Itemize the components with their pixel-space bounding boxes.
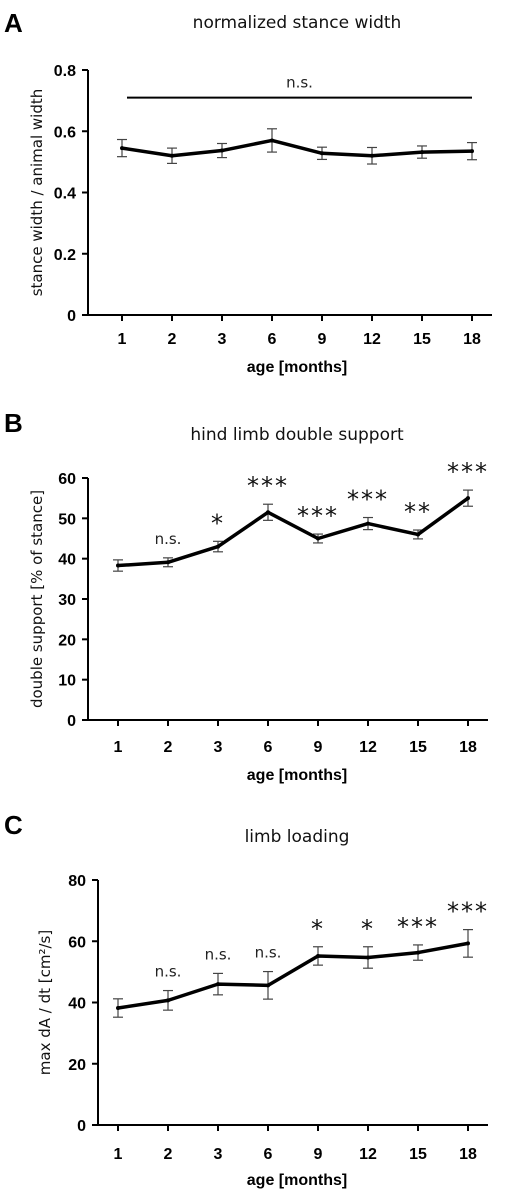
x-axis-label: age [months] [247, 767, 347, 784]
data-point [416, 532, 420, 537]
data-point [116, 1006, 120, 1011]
x-tick-label: 1 [114, 1146, 123, 1163]
x-tick-label: 15 [409, 739, 427, 756]
y-axis-label: max dA / dt [cm²/s] [36, 930, 54, 1075]
y-axis-label: stance width / animal width [28, 89, 46, 297]
significance-label: *** [447, 458, 489, 486]
data-point [420, 150, 424, 155]
series-line [121, 138, 473, 158]
y-tick-label: 60 [68, 934, 86, 951]
data-point [166, 998, 170, 1003]
panel-letter: B [4, 408, 23, 438]
y-tick-label: 0.6 [54, 124, 76, 141]
significance-label: *** [447, 898, 489, 926]
significance-label: * [211, 509, 225, 537]
y-tick-label: 10 [58, 673, 76, 690]
data-point [270, 138, 274, 143]
x-tick-label: 2 [164, 739, 173, 756]
y-tick-label: 0.2 [54, 247, 76, 264]
significance-label: n.s. [255, 944, 282, 962]
chart-title: limb loading [245, 827, 350, 847]
x-tick-label: 15 [409, 1146, 427, 1163]
y-tick-label: 0 [77, 1118, 86, 1135]
y-axis-label: double support [% of stance] [28, 490, 46, 708]
x-tick-label: 12 [359, 1146, 377, 1163]
series-line [117, 941, 469, 1010]
data-point [470, 149, 474, 154]
x-tick-label: 12 [359, 739, 377, 756]
x-tick-label: 1 [114, 739, 123, 756]
data-point [466, 496, 470, 501]
x-tick-label: 3 [214, 1146, 223, 1163]
data-point [320, 151, 324, 156]
significance-label: n.s. [155, 530, 182, 548]
x-tick-label: 12 [363, 331, 381, 348]
x-tick-label: 2 [168, 331, 177, 348]
y-tick-label: 0.4 [54, 186, 76, 203]
data-point [366, 521, 370, 526]
significance-label: *** [397, 913, 439, 941]
significance-label: *** [347, 486, 389, 514]
y-tick-label: 0 [67, 713, 76, 730]
data-point [370, 153, 374, 158]
x-tick-label: 6 [268, 331, 277, 348]
x-tick-label: 9 [314, 739, 323, 756]
data-point [166, 560, 170, 565]
x-tick-label: 9 [314, 1146, 323, 1163]
y-tick-label: 50 [58, 511, 76, 528]
x-axis-label: age [months] [247, 1172, 347, 1189]
x-tick-label: 3 [214, 739, 223, 756]
significance-label: n.s. [286, 74, 313, 92]
data-point [366, 955, 370, 960]
significance-label: ** [404, 498, 432, 526]
significance-label: n.s. [155, 963, 182, 981]
x-tick-label: 3 [218, 331, 227, 348]
data-point [116, 563, 120, 568]
data-point [120, 146, 124, 151]
y-tick-label: 20 [58, 632, 76, 649]
x-tick-label: 18 [459, 1146, 477, 1163]
x-tick-label: 18 [459, 739, 477, 756]
data-point [170, 153, 174, 158]
y-tick-label: 60 [58, 471, 76, 488]
x-tick-label: 1 [118, 331, 127, 348]
data-point [220, 148, 224, 153]
x-tick-label: 2 [164, 1146, 173, 1163]
data-point [466, 941, 470, 946]
panel-letter: A [4, 8, 23, 38]
x-tick-label: 15 [413, 331, 431, 348]
x-axis-label: age [months] [247, 359, 347, 376]
significance-label: *** [247, 472, 289, 500]
data-point [266, 510, 270, 515]
chart-title: hind limb double support [190, 425, 404, 445]
panel-letter: C [4, 810, 23, 840]
y-tick-label: 40 [58, 552, 76, 569]
x-tick-label: 9 [318, 331, 327, 348]
significance-label: * [361, 915, 375, 943]
y-tick-label: 40 [68, 996, 86, 1013]
data-point [416, 950, 420, 955]
significance-label: n.s. [205, 945, 232, 963]
chart-title: normalized stance width [193, 13, 402, 33]
x-tick-label: 6 [264, 1146, 273, 1163]
data-point [216, 982, 220, 987]
data-point [266, 983, 270, 988]
x-tick-label: 18 [463, 331, 481, 348]
y-tick-label: 0 [67, 308, 76, 325]
y-tick-label: 0.8 [54, 63, 76, 80]
y-tick-label: 30 [58, 592, 76, 609]
significance-label: *** [297, 502, 339, 530]
y-tick-label: 80 [68, 873, 86, 890]
data-point [316, 953, 320, 958]
y-tick-label: 20 [68, 1057, 86, 1074]
significance-label: * [311, 915, 325, 943]
series-line [117, 496, 470, 568]
data-point [216, 544, 220, 549]
data-point [316, 536, 320, 541]
x-tick-label: 6 [264, 739, 273, 756]
